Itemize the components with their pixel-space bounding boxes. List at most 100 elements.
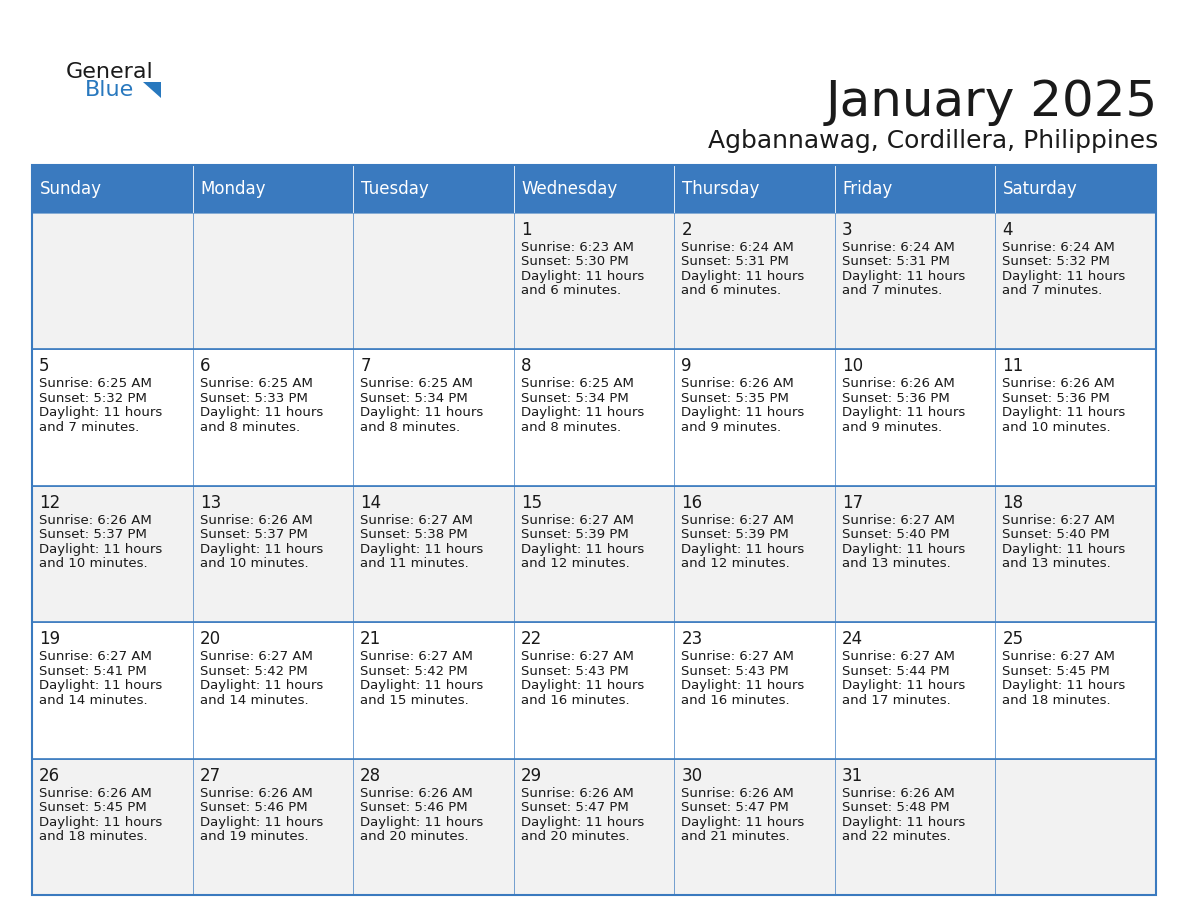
Text: Sunset: 5:47 PM: Sunset: 5:47 PM (520, 801, 628, 814)
Text: 1: 1 (520, 221, 531, 239)
Text: and 7 minutes.: and 7 minutes. (1003, 285, 1102, 297)
Text: Blue: Blue (86, 81, 134, 100)
Bar (513, 213, 675, 350)
Text: Sunset: 5:44 PM: Sunset: 5:44 PM (842, 665, 949, 677)
Text: 14: 14 (360, 494, 381, 512)
Text: 4: 4 (1003, 221, 1013, 239)
Text: Daylight: 11 hours: Daylight: 11 hours (681, 270, 804, 283)
Text: Sunset: 5:32 PM: Sunset: 5:32 PM (39, 392, 147, 405)
Text: and 19 minutes.: and 19 minutes. (200, 830, 308, 843)
Text: 29: 29 (520, 767, 542, 785)
Text: Daylight: 11 hours: Daylight: 11 hours (681, 679, 804, 692)
Bar (513, 622, 675, 758)
Text: Sunrise: 6:27 AM: Sunrise: 6:27 AM (360, 650, 473, 663)
Text: Sunset: 5:37 PM: Sunset: 5:37 PM (200, 528, 308, 542)
Text: Sunset: 5:40 PM: Sunset: 5:40 PM (1003, 528, 1110, 542)
Text: January 2025: January 2025 (826, 78, 1158, 126)
Text: Sunrise: 6:26 AM: Sunrise: 6:26 AM (520, 787, 633, 800)
Text: Sunset: 5:39 PM: Sunset: 5:39 PM (520, 528, 628, 542)
Text: Sunrise: 6:27 AM: Sunrise: 6:27 AM (1003, 650, 1116, 663)
Text: Daylight: 11 hours: Daylight: 11 hours (842, 679, 965, 692)
Bar (513, 165, 675, 213)
Bar (996, 165, 1156, 213)
Bar (513, 350, 675, 486)
Bar (835, 758, 996, 895)
Text: 28: 28 (360, 767, 381, 785)
Bar (192, 165, 353, 213)
Text: Wednesday: Wednesday (522, 180, 618, 198)
Text: Sunrise: 6:26 AM: Sunrise: 6:26 AM (842, 377, 955, 390)
Text: and 22 minutes.: and 22 minutes. (842, 830, 950, 843)
Text: and 20 minutes.: and 20 minutes. (360, 830, 469, 843)
Text: Sunrise: 6:27 AM: Sunrise: 6:27 AM (39, 650, 152, 663)
Text: Daylight: 11 hours: Daylight: 11 hours (681, 407, 804, 420)
Text: Sunset: 5:43 PM: Sunset: 5:43 PM (681, 665, 789, 677)
Text: 8: 8 (520, 357, 531, 375)
Text: and 7 minutes.: and 7 minutes. (39, 420, 139, 434)
Bar (192, 213, 353, 350)
Text: and 21 minutes.: and 21 minutes. (681, 830, 790, 843)
Text: Sunday: Sunday (40, 180, 102, 198)
Text: Daylight: 11 hours: Daylight: 11 hours (39, 815, 163, 829)
Text: Sunset: 5:34 PM: Sunset: 5:34 PM (360, 392, 468, 405)
Text: and 12 minutes.: and 12 minutes. (520, 557, 630, 570)
Text: and 9 minutes.: and 9 minutes. (681, 420, 782, 434)
Bar (513, 758, 675, 895)
Text: Saturday: Saturday (1004, 180, 1079, 198)
Text: 13: 13 (200, 494, 221, 512)
Bar (32, 213, 192, 350)
Text: and 9 minutes.: and 9 minutes. (842, 420, 942, 434)
Text: Daylight: 11 hours: Daylight: 11 hours (200, 543, 323, 555)
Text: 20: 20 (200, 631, 221, 648)
Text: Sunset: 5:38 PM: Sunset: 5:38 PM (360, 528, 468, 542)
Bar (192, 486, 353, 622)
Bar (675, 486, 835, 622)
Text: Sunrise: 6:27 AM: Sunrise: 6:27 AM (842, 514, 955, 527)
Bar (996, 758, 1156, 895)
Bar (353, 213, 513, 350)
Text: and 8 minutes.: and 8 minutes. (200, 420, 299, 434)
Text: 15: 15 (520, 494, 542, 512)
Text: Sunrise: 6:27 AM: Sunrise: 6:27 AM (360, 514, 473, 527)
Text: Sunset: 5:39 PM: Sunset: 5:39 PM (681, 528, 789, 542)
Text: and 18 minutes.: and 18 minutes. (39, 830, 147, 843)
Text: Sunset: 5:48 PM: Sunset: 5:48 PM (842, 801, 949, 814)
Text: Daylight: 11 hours: Daylight: 11 hours (360, 407, 484, 420)
Text: Sunrise: 6:26 AM: Sunrise: 6:26 AM (39, 514, 152, 527)
Bar (32, 165, 192, 213)
Text: Daylight: 11 hours: Daylight: 11 hours (520, 543, 644, 555)
Text: and 8 minutes.: and 8 minutes. (520, 420, 621, 434)
Text: 7: 7 (360, 357, 371, 375)
Text: Sunset: 5:40 PM: Sunset: 5:40 PM (842, 528, 949, 542)
Text: and 14 minutes.: and 14 minutes. (39, 694, 147, 707)
Text: and 13 minutes.: and 13 minutes. (842, 557, 950, 570)
Text: and 17 minutes.: and 17 minutes. (842, 694, 950, 707)
Text: Daylight: 11 hours: Daylight: 11 hours (200, 407, 323, 420)
Text: and 16 minutes.: and 16 minutes. (681, 694, 790, 707)
Text: Sunset: 5:31 PM: Sunset: 5:31 PM (681, 255, 789, 268)
Text: Sunset: 5:35 PM: Sunset: 5:35 PM (681, 392, 789, 405)
Text: 18: 18 (1003, 494, 1024, 512)
Text: Sunset: 5:36 PM: Sunset: 5:36 PM (842, 392, 949, 405)
Bar (32, 350, 192, 486)
Text: Sunset: 5:33 PM: Sunset: 5:33 PM (200, 392, 308, 405)
Text: Daylight: 11 hours: Daylight: 11 hours (39, 407, 163, 420)
Text: and 13 minutes.: and 13 minutes. (1003, 557, 1111, 570)
Text: 17: 17 (842, 494, 862, 512)
Text: 26: 26 (39, 767, 61, 785)
Text: Daylight: 11 hours: Daylight: 11 hours (1003, 407, 1125, 420)
Text: Tuesday: Tuesday (361, 180, 429, 198)
Text: and 10 minutes.: and 10 minutes. (39, 557, 147, 570)
Text: Sunset: 5:47 PM: Sunset: 5:47 PM (681, 801, 789, 814)
Bar (192, 622, 353, 758)
Text: Daylight: 11 hours: Daylight: 11 hours (360, 679, 484, 692)
Text: Sunset: 5:46 PM: Sunset: 5:46 PM (360, 801, 468, 814)
Bar (192, 350, 353, 486)
Text: Sunrise: 6:25 AM: Sunrise: 6:25 AM (39, 377, 152, 390)
Text: Sunrise: 6:26 AM: Sunrise: 6:26 AM (360, 787, 473, 800)
Text: 9: 9 (681, 357, 691, 375)
Text: 12: 12 (39, 494, 61, 512)
Text: Daylight: 11 hours: Daylight: 11 hours (842, 270, 965, 283)
Text: 23: 23 (681, 631, 702, 648)
Text: Sunrise: 6:27 AM: Sunrise: 6:27 AM (520, 650, 633, 663)
